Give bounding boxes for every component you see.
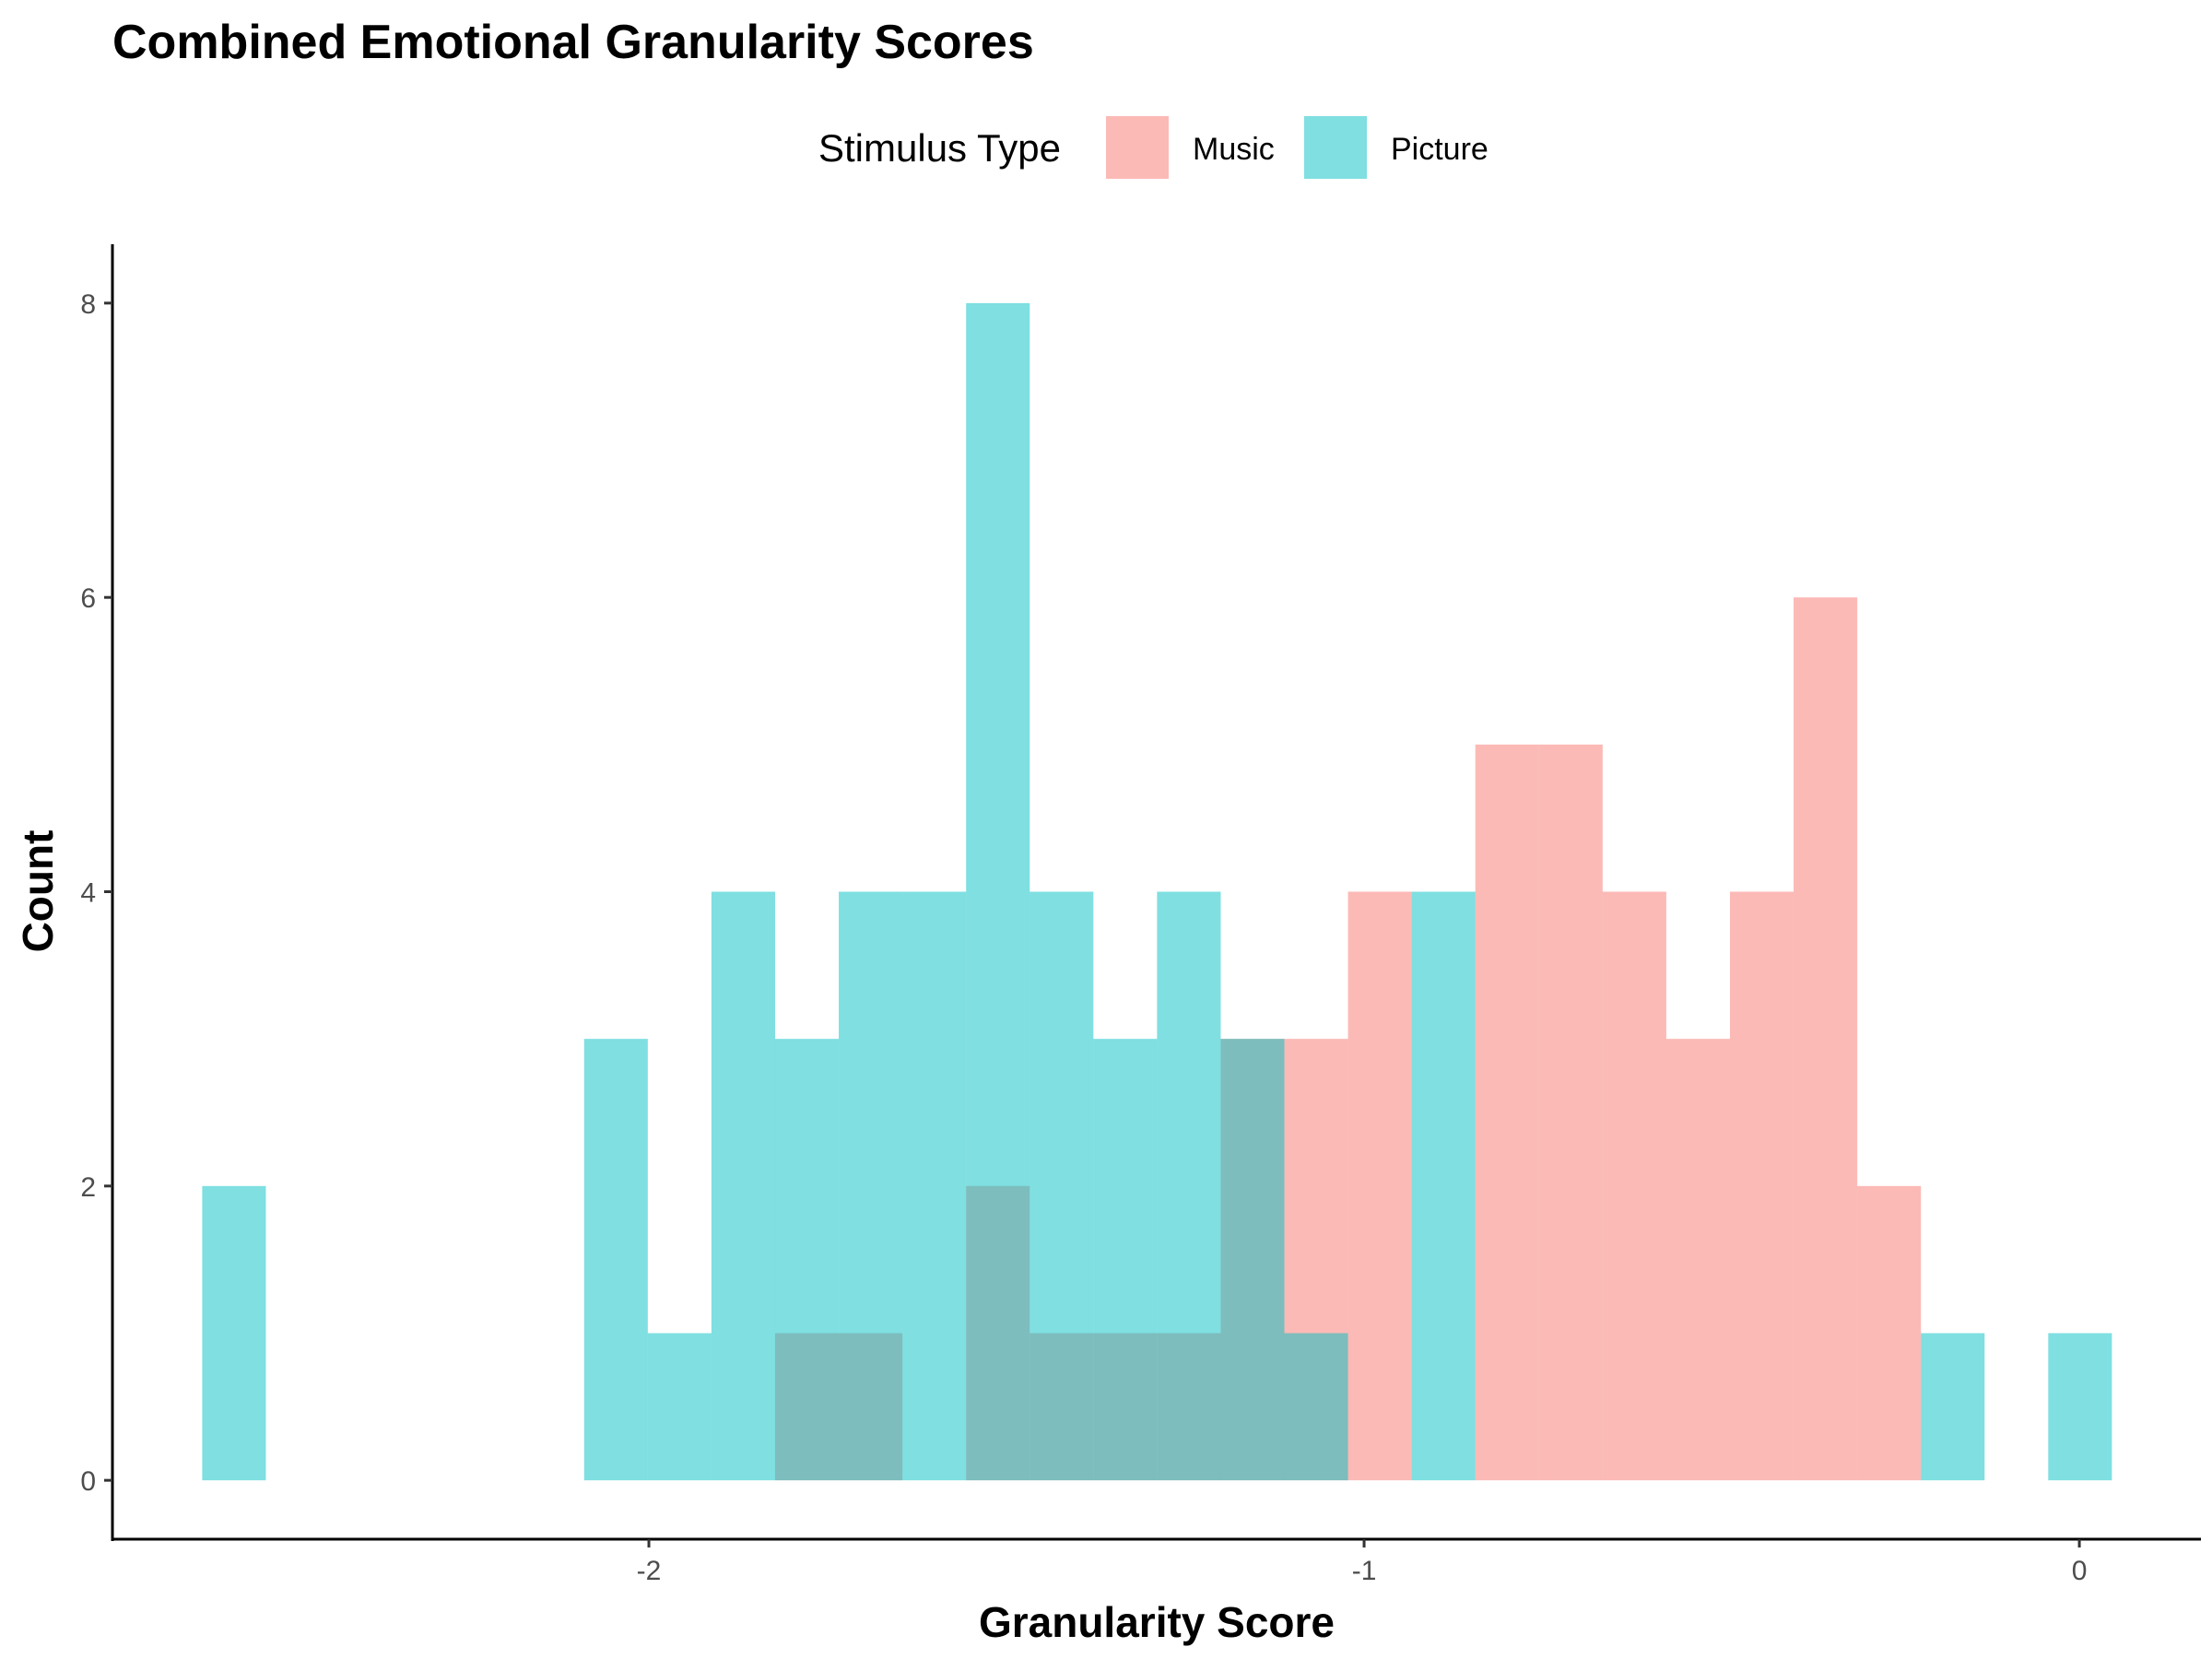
bar-picture-13 [1030,891,1094,1481]
x-tick-label: -1 [1352,1556,1377,1586]
y-tick-label: 6 [80,583,96,614]
bar-music-25 [1794,597,1858,1481]
bar-music-23 [1665,1039,1730,1481]
chart-title: Combined Emotional Granularity Scores [112,16,1034,69]
legend-title: Stimulus Type [818,126,1061,170]
bar-picture-29 [2048,1333,2112,1481]
bar-picture-27 [1921,1333,1985,1481]
bar-music-20 [1475,744,1539,1481]
bar-music-22 [1602,891,1666,1481]
y-tick-label: 4 [80,878,96,909]
bar-picture-19 [1411,891,1476,1481]
y-axis-title: Count [14,830,62,953]
bar-picture-15 [1157,891,1221,1481]
bar-picture-7 [647,1333,712,1481]
y-tick-label: 2 [80,1172,96,1203]
bar-picture-14 [1093,1039,1158,1481]
x-tick-label: -2 [637,1556,662,1586]
bar-picture-0 [202,1185,266,1481]
legend-label-music: Music [1193,132,1275,167]
y-axis-ticks: 0 2 4 6 8 [80,289,112,1497]
legend: Stimulus Type Music Picture [818,116,1488,179]
y-tick-label: 0 [80,1466,96,1497]
bar-picture-16 [1220,1039,1285,1481]
legend-label-picture: Picture [1391,132,1488,167]
x-axis-ticks: -2 -1 0 [637,1539,2088,1586]
x-axis-title: Granularity Score [979,1598,1335,1646]
y-tick-label: 8 [80,289,96,320]
bars-layer [202,302,2112,1481]
legend-key-picture [1304,116,1367,179]
bar-music-24 [1729,891,1794,1481]
x-tick-label: 0 [2072,1556,2088,1586]
bar-picture-17 [1284,1333,1348,1481]
bar-music-21 [1538,744,1603,1481]
bar-picture-11 [902,891,967,1481]
bar-music-18 [1347,891,1412,1481]
bar-picture-10 [839,891,903,1481]
bar-picture-6 [583,1039,648,1481]
legend-key-music [1106,116,1169,179]
bar-music-26 [1857,1185,1922,1481]
bar-picture-8 [711,891,775,1481]
bar-picture-9 [774,1039,840,1481]
bar-picture-12 [966,302,1030,1481]
